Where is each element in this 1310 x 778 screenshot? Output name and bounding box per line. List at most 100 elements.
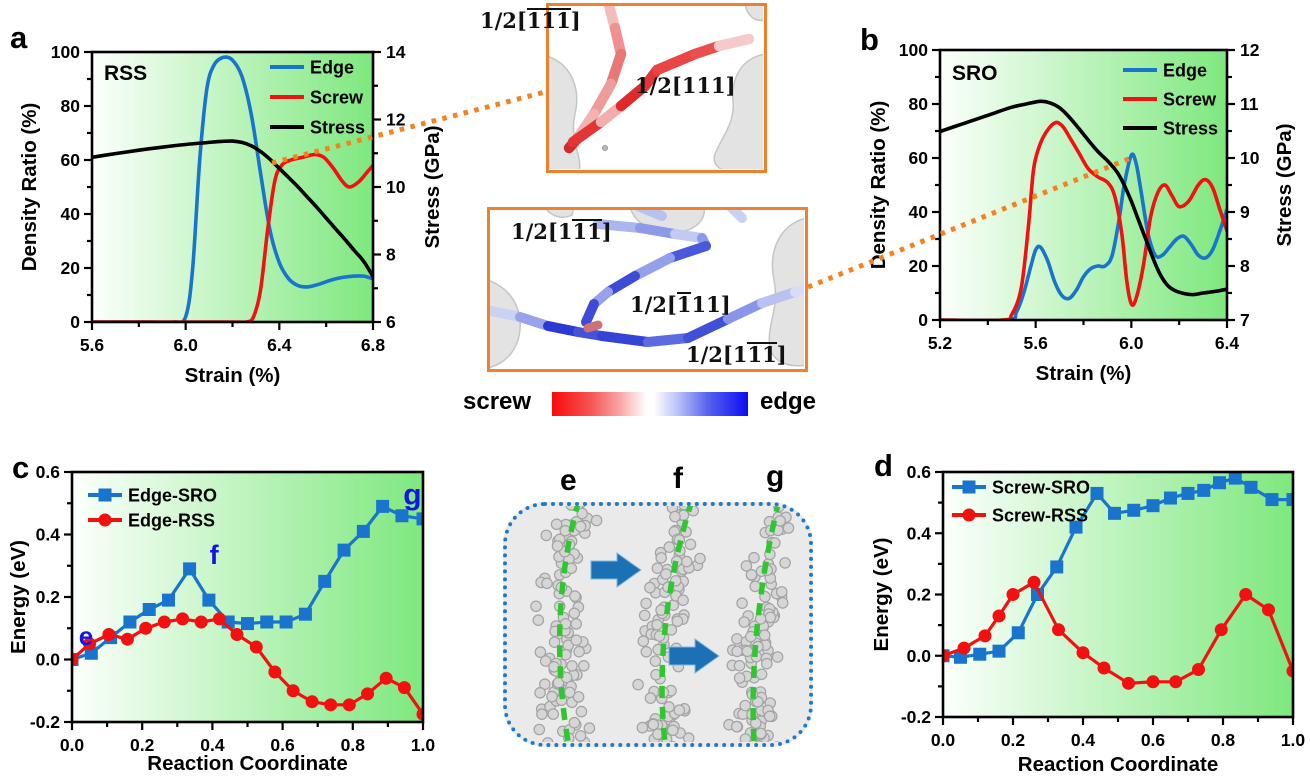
svg-text:0.2: 0.2 — [1001, 730, 1026, 750]
svg-text:14: 14 — [386, 42, 406, 62]
svg-text:Edge-SRO: Edge-SRO — [128, 486, 217, 506]
svg-text:6.4: 6.4 — [267, 335, 292, 355]
svg-text:SRO: SRO — [952, 62, 998, 85]
svg-text:Screw-RSS: Screw-RSS — [992, 506, 1088, 526]
migration-arrow-icon — [590, 552, 642, 588]
svg-text:0.8: 0.8 — [1211, 730, 1236, 750]
svg-text:0.4: 0.4 — [200, 735, 225, 755]
sro-migration-illustration: e f g — [470, 440, 860, 778]
chart-a-svg: 5.6 6.0 6.4 6.8 0 20 40 60 80 100 6 8 10 12 14 Strain (… — [18, 42, 444, 387]
svg-text:e: e — [79, 621, 93, 651]
state-e-label: e — [560, 464, 577, 497]
chart-c-svg: 0.0 0.2 0.4 0.6 0.8 1.0-0.20.00.20.40.6Reacti… — [7, 462, 436, 775]
panel-d-label: d — [874, 448, 893, 483]
svg-text:5.2: 5.2 — [928, 333, 953, 353]
inset-top-group: 1/2[111] 1/2[111] — [455, 0, 775, 185]
svg-text:Strain (%): Strain (%) — [185, 364, 281, 387]
svg-text:6.0: 6.0 — [1119, 333, 1144, 353]
series-Stress — [91, 139, 374, 279]
svg-text:1.0: 1.0 — [411, 735, 436, 755]
svg-text:12: 12 — [1240, 40, 1260, 60]
miller-index-label: 1/2[111] — [511, 219, 612, 244]
svg-text:0.2: 0.2 — [36, 587, 61, 607]
svg-text:Screw-SRO: Screw-SRO — [992, 478, 1090, 498]
svg-text:1.0: 1.0 — [1281, 730, 1306, 750]
miller-index-label: 1/2[111] — [630, 292, 731, 317]
svg-text:Edge-RSS: Edge-RSS — [128, 511, 215, 531]
svg-text:6.0: 6.0 — [174, 335, 199, 355]
panel-b-label: b — [860, 22, 879, 57]
chart-edge-energy-barrier: 0.0 0.2 0.4 0.6 0.8 1.0 -0.2 0.0 0.2 0.4 0.6 Reacti… — [0, 440, 465, 778]
state-g-label: g — [766, 460, 785, 493]
svg-text:0.2: 0.2 — [130, 735, 155, 755]
svg-text:11: 11 — [1240, 94, 1259, 114]
chart-rss-density-stress: 5.6 6.0 6.4 6.8 0 20 40 60 80 100 6 8 10 12 14 Strain (… — [0, 0, 455, 403]
svg-text:Energy (eV): Energy (eV) — [870, 538, 893, 652]
svg-text:0.4: 0.4 — [907, 523, 932, 543]
svg-text:8: 8 — [386, 245, 396, 265]
svg-text:80: 80 — [61, 96, 81, 116]
edge-dislocation-art — [490, 210, 804, 368]
svg-text:Stress: Stress — [310, 118, 365, 138]
svg-text:100: 100 — [51, 42, 80, 62]
screw-dislocation-art — [549, 6, 763, 169]
svg-text:Edge: Edge — [310, 58, 354, 78]
svg-text:20: 20 — [909, 256, 929, 276]
svg-text:Screw: Screw — [1163, 90, 1217, 110]
svg-text:Density Ratio (%): Density Ratio (%) — [867, 101, 890, 270]
svg-text:f: f — [210, 540, 220, 570]
colorbar-screw-label: screw — [463, 388, 532, 415]
svg-text:9: 9 — [1240, 202, 1250, 222]
chart-b-svg: 5.2 5.6 6.0 6.4 0 20 40 60 80 100 7 8 9 10 11 12 Strain … — [867, 40, 1296, 385]
svg-text:Stress (GPa): Stress (GPa) — [421, 125, 444, 248]
svg-text:0.4: 0.4 — [36, 525, 61, 545]
svg-text:10: 10 — [386, 177, 406, 197]
svg-text:40: 40 — [909, 202, 929, 222]
chart-d-svg: 0.0 0.2 0.4 0.6 0.8 1.0-0.20.00.20.40.6Reacti… — [870, 462, 1306, 776]
svg-text:0.6: 0.6 — [1141, 730, 1166, 750]
svg-text:0.0: 0.0 — [36, 650, 61, 670]
svg-text:Density Ratio (%): Density Ratio (%) — [18, 103, 41, 272]
svg-text:0: 0 — [70, 312, 80, 332]
svg-text:10: 10 — [1240, 148, 1260, 168]
svg-text:6: 6 — [386, 312, 396, 332]
svg-text:8: 8 — [1240, 256, 1250, 276]
svg-text:-0.2: -0.2 — [901, 707, 931, 727]
svg-text:20: 20 — [61, 258, 81, 278]
svg-text:RSS: RSS — [104, 62, 147, 85]
svg-text:60: 60 — [909, 148, 929, 168]
svg-text:6.8: 6.8 — [361, 335, 386, 355]
miller-index-label: 1/2[111] — [480, 8, 581, 33]
svg-text:12: 12 — [386, 110, 406, 130]
edge-dislocation-inset: 1/2[111] 1/2[111] 1/2[111] — [487, 207, 808, 372]
svg-text:100: 100 — [899, 40, 928, 60]
svg-text:Edge: Edge — [1163, 61, 1207, 81]
panel-c-label: c — [12, 450, 30, 485]
svg-text:Reaction Coordinate: Reaction Coordinate — [1018, 753, 1218, 776]
svg-text:0.0: 0.0 — [907, 646, 932, 666]
svg-text:0.8: 0.8 — [341, 735, 366, 755]
series-Edge — [91, 55, 374, 323]
svg-text:Reaction Coordinate: Reaction Coordinate — [147, 752, 347, 775]
svg-text:Stress (GPa): Stress (GPa) — [1273, 123, 1296, 246]
chart-sro-density-stress: 5.2 5.6 6.0 6.4 0 20 40 60 80 100 7 8 9 10 11 12 Strain … — [855, 0, 1310, 403]
chart-screw-energy-barrier: 0.0 0.2 0.4 0.6 0.8 1.0 -0.2 0.0 0.2 0.4 0.6 Reacti… — [855, 440, 1310, 778]
miller-index-label: 1/2[111] — [635, 73, 736, 98]
migration-arrow-icon — [668, 638, 720, 674]
svg-text:7: 7 — [1240, 310, 1250, 330]
panel-a-label: a — [10, 20, 28, 55]
svg-text:0.4: 0.4 — [1071, 730, 1096, 750]
svg-text:0.2: 0.2 — [907, 585, 932, 605]
svg-text:80: 80 — [909, 94, 929, 114]
svg-text:60: 60 — [61, 150, 81, 170]
svg-text:Energy (eV): Energy (eV) — [7, 540, 30, 654]
svg-text:g: g — [403, 478, 421, 511]
atom-cluster — [530, 506, 795, 743]
svg-text:0.0: 0.0 — [60, 735, 85, 755]
svg-text:Stress: Stress — [1163, 119, 1218, 139]
svg-text:0.6: 0.6 — [270, 735, 295, 755]
atomic-structure-box — [503, 502, 813, 747]
svg-text:Screw: Screw — [310, 88, 364, 108]
state-f-label: f — [673, 462, 683, 495]
svg-text:0.6: 0.6 — [36, 462, 61, 482]
